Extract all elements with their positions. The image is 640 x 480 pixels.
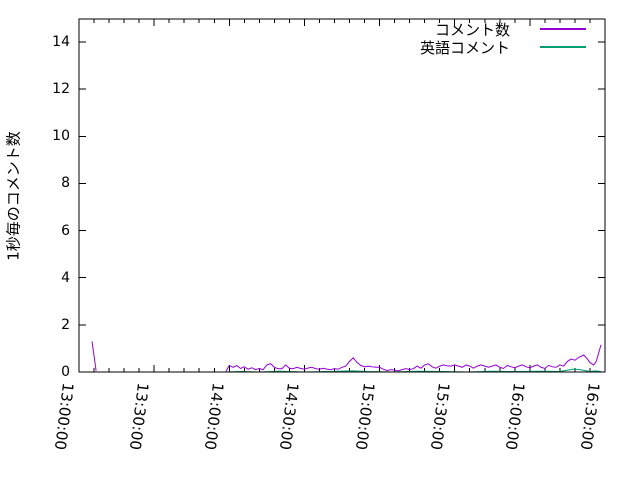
legend: コメント数 英語コメント: [419, 20, 586, 57]
legend-line-comments: [540, 28, 586, 30]
legend-item-english: 英語コメント: [419, 38, 586, 57]
y-tick-label: 8: [61, 175, 70, 192]
y-axis-title: 1秒毎のコメント数: [4, 131, 23, 261]
y-tick-label: 2: [61, 316, 70, 333]
axis-ticks: [78, 19, 606, 373]
data-series: [91, 341, 602, 373]
y-tick-label: 14: [52, 34, 70, 50]
y-tick-label: 10: [52, 128, 70, 145]
series-line-0: [225, 344, 602, 372]
legend-line-english: [540, 46, 586, 48]
plot-border: [78, 18, 606, 373]
y-tick-label: 12: [52, 81, 70, 98]
plot-border-rect: [78, 18, 606, 373]
legend-label-english: 英語コメント: [419, 38, 510, 57]
legend-item-comments: コメント数: [420, 20, 586, 39]
y-tick-label: 0: [61, 364, 70, 380]
y-tick-label: 6: [61, 222, 70, 239]
legend-label-comments: コメント数: [434, 20, 510, 39]
y-tick-label: 4: [61, 269, 70, 286]
series-line-0: [91, 341, 97, 371]
